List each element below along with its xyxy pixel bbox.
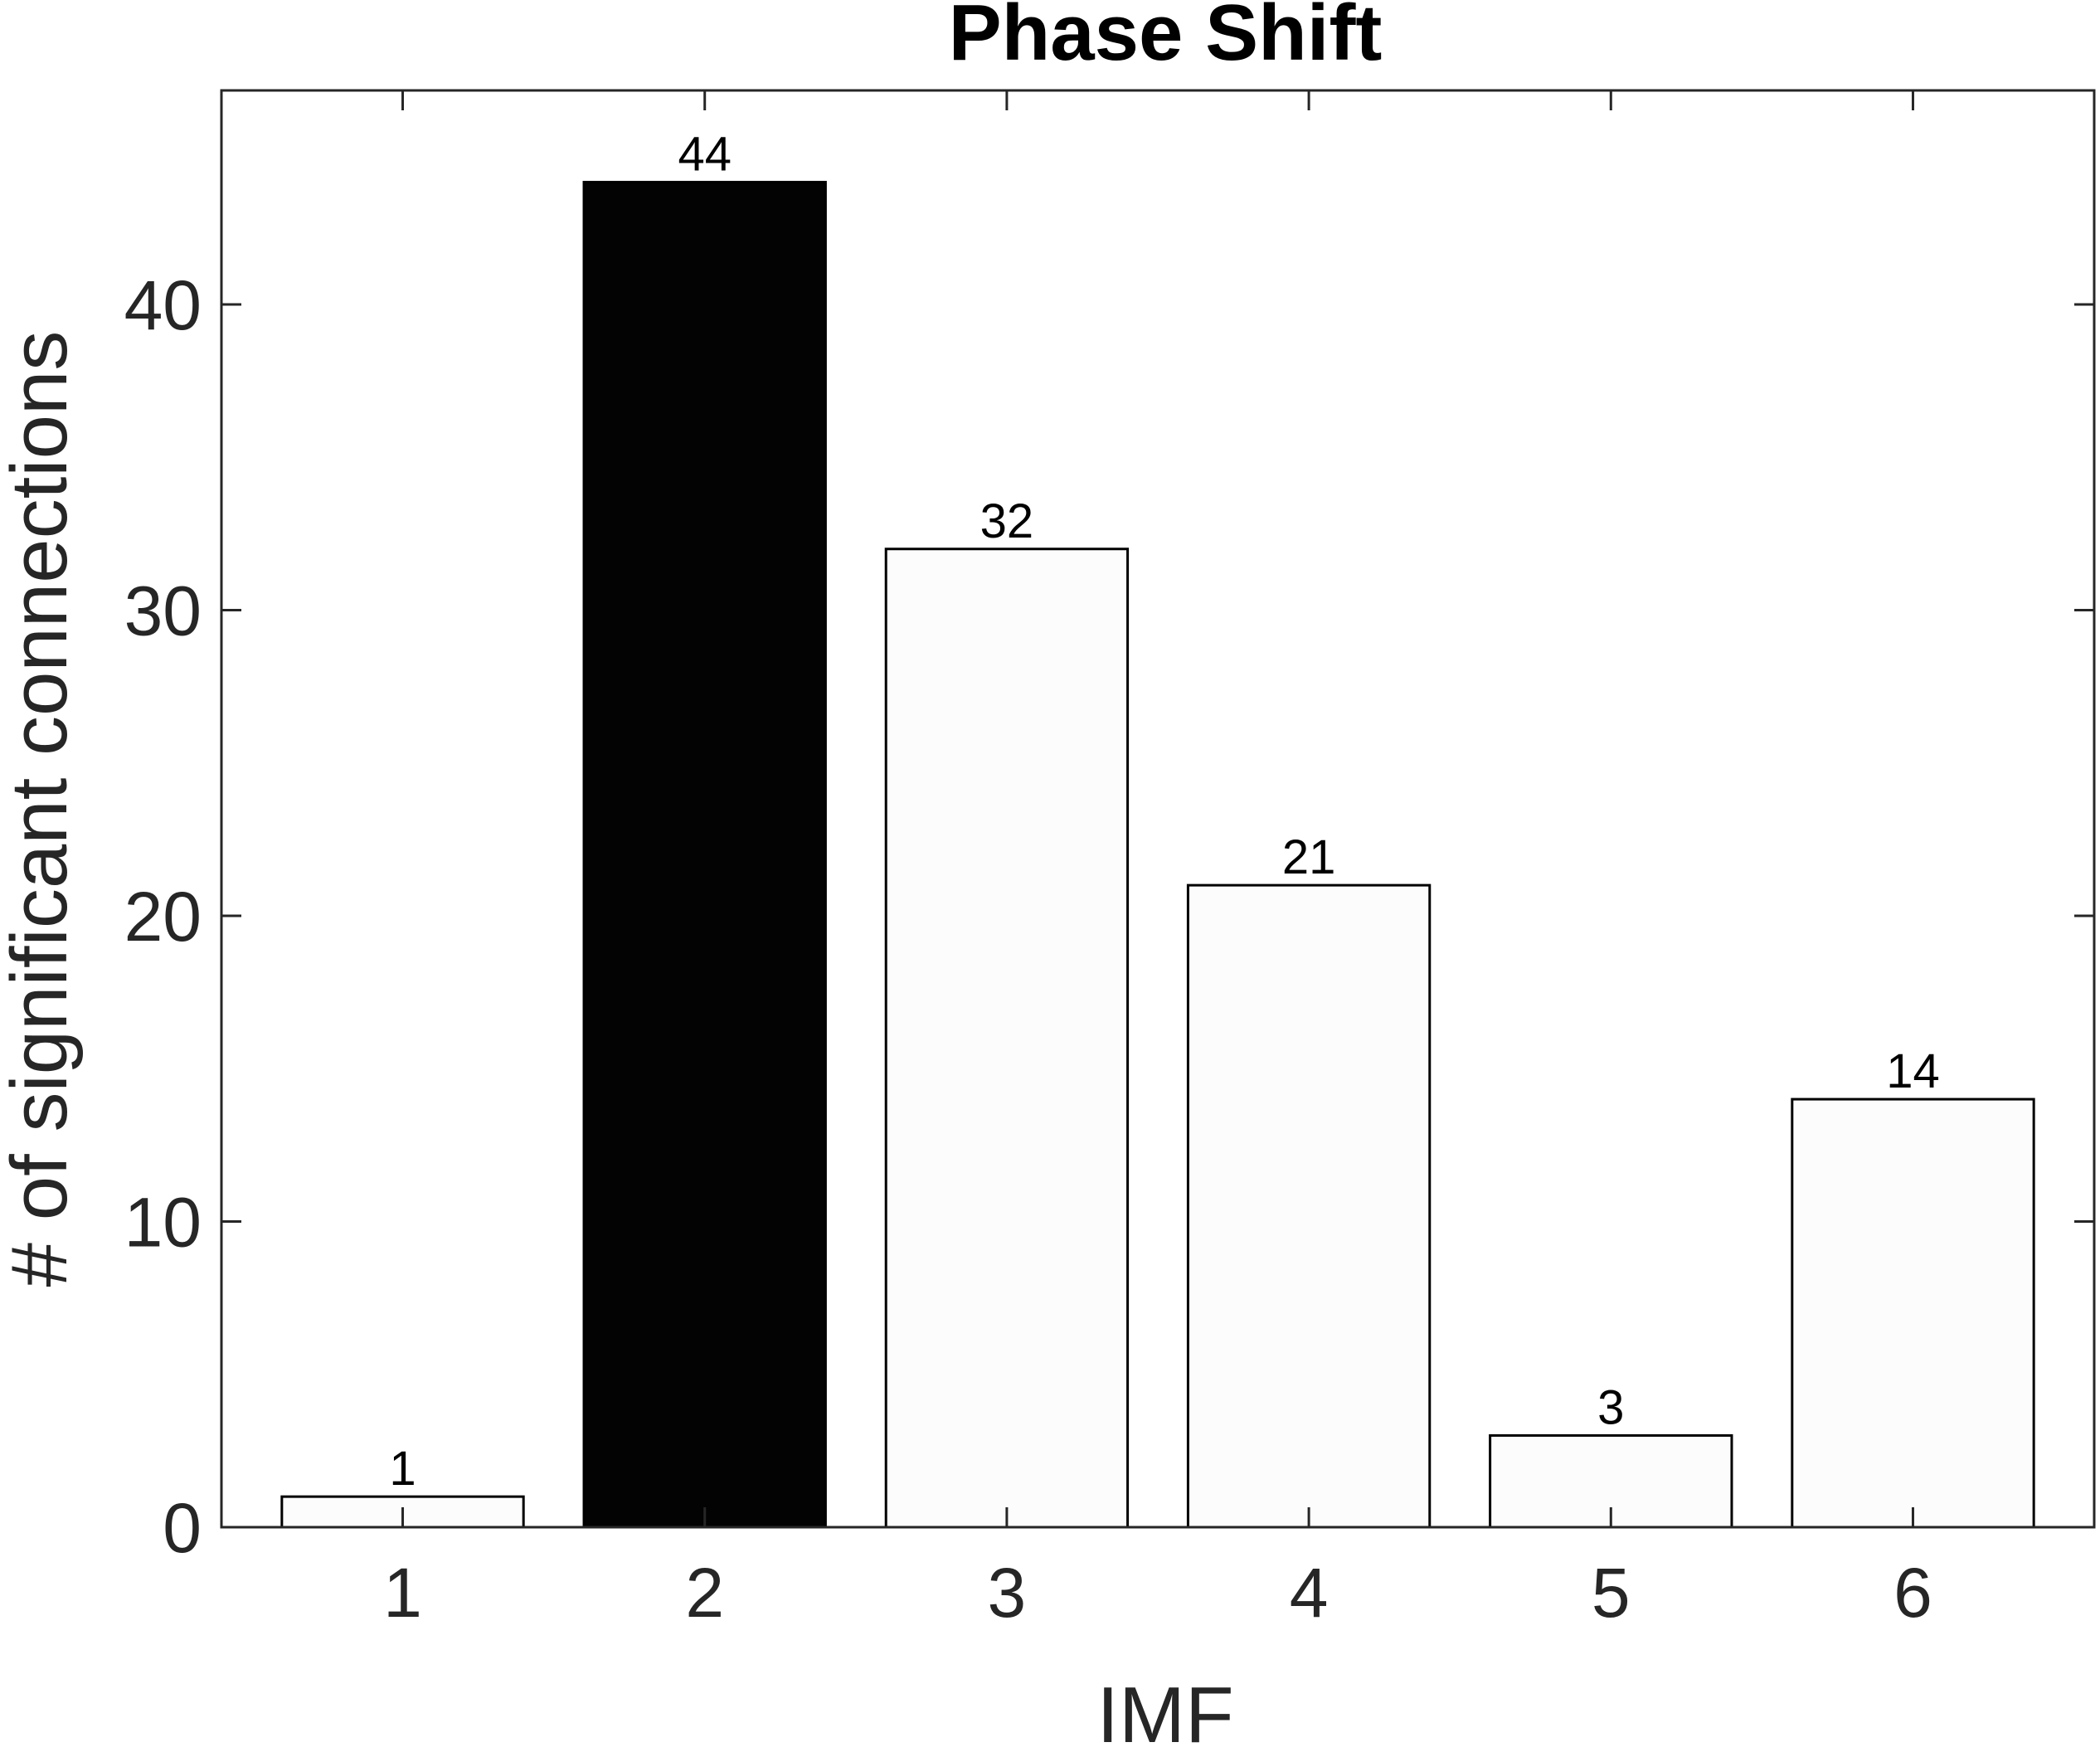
plot-frame [220,89,2096,1529]
y-tick-label-10: 10 [124,1183,202,1261]
x-tick-label-3: 3 [988,1554,1027,1632]
y-tick-label-30: 30 [124,572,202,650]
x-tick-label-6: 6 [1893,1554,1932,1632]
data-label-imf-5: 3 [1597,1380,1624,1434]
y-axis-label: # of significant connections [0,331,84,1287]
data-label-imf-6: 14 [1886,1044,1940,1098]
y-tick-label-0: 0 [163,1489,202,1567]
data-label-imf-3: 32 [980,494,1034,548]
y-tick-label-40: 40 [124,266,202,344]
bar-imf-2 [582,181,827,1529]
x-tick-labels: 1 2 3 4 5 6 [383,1554,1932,1632]
bars-layer [280,181,2035,1529]
data-label-imf-4: 21 [1282,830,1336,884]
bar-imf-4 [1186,883,1432,1529]
x-tick-label-5: 5 [1592,1554,1631,1632]
data-label-imf-2: 44 [678,128,732,182]
data-label-imf-1: 1 [389,1442,416,1496]
y-tick-label-20: 20 [124,878,202,956]
x-tick-label-1: 1 [383,1554,422,1632]
x-tick-label-2: 2 [685,1554,724,1632]
x-axis-label: IMF [1096,1671,1233,1752]
bar-imf-3 [884,548,1130,1529]
y-tick-labels: 0 10 20 30 40 [124,266,202,1567]
data-labels-layer: 1 44 32 21 3 14 [389,128,1939,1496]
ticks-layer [221,90,2094,1529]
chart-title: Phase Shift [949,0,1383,77]
x-tick-label-4: 4 [1290,1554,1329,1632]
bar-imf-6 [1791,1097,2035,1529]
